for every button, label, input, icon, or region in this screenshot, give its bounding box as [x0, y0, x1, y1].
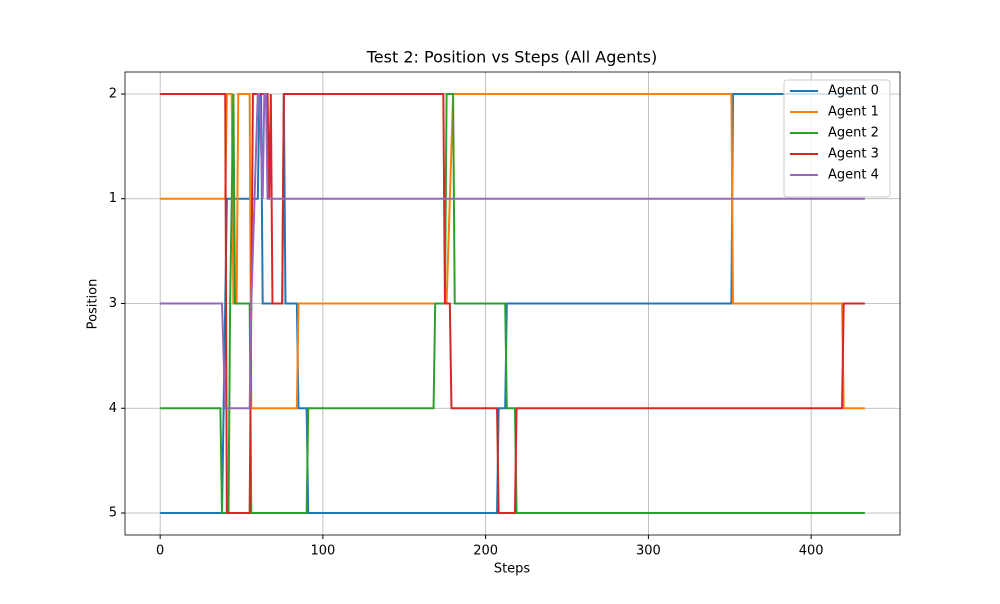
- y-tick-label: 2: [109, 86, 117, 101]
- series-line: [160, 93, 865, 410]
- legend: Agent 0 Agent 1 Agent 2 Agent 3 Agent 4: [783, 79, 891, 198]
- legend-label: Agent 2: [828, 126, 879, 141]
- y-axis-label: Position: [86, 279, 101, 330]
- legend-box: [783, 79, 891, 198]
- legend-label: Agent 0: [828, 84, 879, 99]
- x-axis-label: Steps: [494, 562, 531, 577]
- legend-label: Agent 4: [828, 168, 879, 183]
- y-tick-label: 4: [109, 401, 117, 416]
- x-tick-label: 0: [156, 544, 164, 559]
- y-tick-label: 1: [109, 191, 117, 206]
- x-tick-label: 200: [473, 544, 498, 559]
- x-tick-label: 400: [799, 544, 824, 559]
- series-line: [160, 93, 865, 410]
- y-tick-label: 3: [109, 296, 117, 311]
- legend-label: Agent 3: [828, 147, 879, 162]
- plot-frame: [124, 71, 901, 536]
- y-tick-label: 5: [109, 506, 117, 521]
- x-tick-label: 100: [310, 544, 335, 559]
- chart-title: Test 2: Position vs Steps (All Agents): [366, 48, 657, 67]
- x-tick-label: 300: [636, 544, 661, 559]
- legend-label: Agent 1: [828, 105, 879, 120]
